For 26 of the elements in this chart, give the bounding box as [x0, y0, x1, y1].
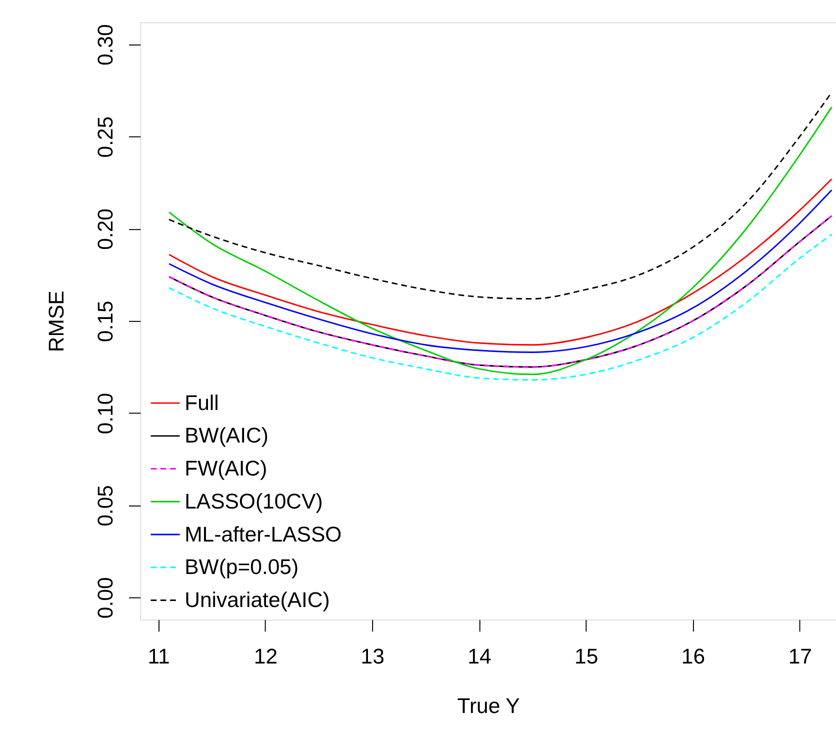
y-tick-label: 0.25	[94, 116, 118, 158]
y-tick-label: 0.15	[94, 300, 118, 342]
x-tick-label: 13	[360, 644, 384, 669]
x-tick-label: 16	[681, 644, 706, 669]
x-tick-label: 14	[468, 644, 492, 669]
y-axis-title: RMSE	[44, 290, 68, 352]
legend-label: ML-after-LASSO	[184, 522, 342, 546]
line-series	[168, 234, 832, 381]
line-series	[168, 215, 832, 368]
y-tick-label: 0.00	[94, 577, 118, 619]
legend-label: Univariate(AIC)	[184, 588, 330, 612]
line-series	[168, 106, 832, 376]
x-tick-label: 17	[788, 644, 812, 669]
x-tick-label: 12	[254, 644, 278, 669]
y-tick-label: 0.30	[94, 24, 118, 66]
legend-label: Full	[184, 390, 219, 415]
y-tick-label: 0.10	[94, 392, 118, 434]
x-tick-label: 15	[574, 644, 598, 669]
y-tick-label: 0.05	[94, 485, 118, 526]
legend-label: BW(p=0.05)	[184, 555, 299, 580]
x-tick-label: 11	[148, 644, 170, 669]
legend-label: LASSO(10CV)	[184, 489, 323, 514]
legend-label: FW(AIC)	[184, 456, 268, 481]
legend-label: BW(AIC)	[184, 424, 268, 448]
x-axis-title: True Y	[457, 694, 520, 718]
y-tick-label: 0.20	[94, 208, 118, 250]
